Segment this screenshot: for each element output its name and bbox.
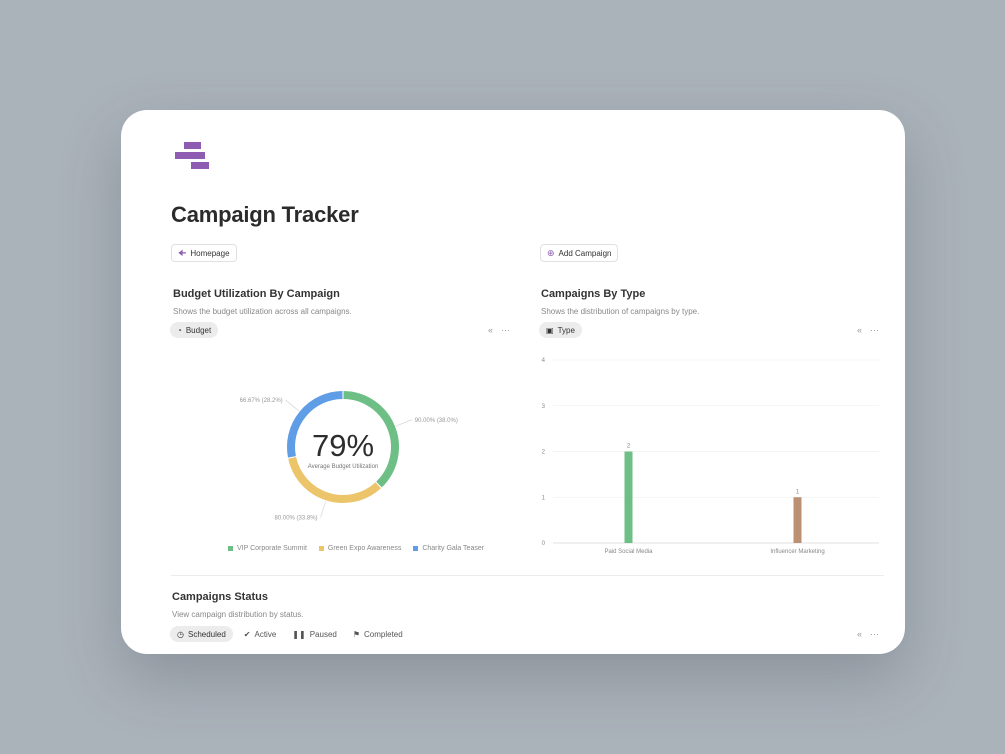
- clock-icon: ◷: [177, 629, 184, 639]
- legend-swatch: [318, 546, 324, 551]
- types-chart-toolbar: « ···: [857, 325, 879, 335]
- y-tick-label: 2: [542, 450, 546, 456]
- tab-paused[interactable]: ❚❚ Paused: [287, 626, 342, 642]
- donut-center-label: Average Budget Utilization: [308, 464, 379, 470]
- status-toolbar: « ···: [857, 629, 879, 639]
- bar-value-label: 1: [796, 489, 800, 495]
- tab-scheduled-label: Scheduled: [187, 629, 226, 639]
- x-tick-label: Influencer Marketing: [770, 549, 824, 555]
- donut-data-label: 66.67% (28.2%): [240, 398, 283, 404]
- homepage-button-label: Homepage: [190, 248, 230, 258]
- more-options-icon[interactable]: ···: [870, 629, 880, 639]
- donut-center-value: 79%: [312, 428, 374, 463]
- add-campaign-button[interactable]: ⊕ Add Campaign: [540, 244, 619, 262]
- tab-completed-label: Completed: [364, 629, 403, 639]
- arrow-left-icon: 🠈: [178, 247, 187, 258]
- budget-chart-toolbar: « ···: [488, 325, 510, 335]
- y-tick-label: 1: [542, 495, 546, 501]
- bar-value-label: 2: [627, 444, 631, 450]
- legend-item[interactable]: Green Expo Awareness: [318, 545, 402, 552]
- y-tick-label: 0: [542, 541, 546, 547]
- legend-item[interactable]: Charity Gala Teaser: [413, 545, 484, 552]
- legend-label: VIP Corporate Summit: [237, 545, 307, 552]
- bar[interactable]: [624, 451, 633, 544]
- donut-data-label: 90.00% (38.0%): [415, 418, 458, 424]
- budget-chart-legend: VIP Corporate Summit Green Expo Awareness…: [228, 545, 484, 552]
- bar[interactable]: [793, 497, 802, 543]
- tab-completed[interactable]: ⚑ Completed: [348, 626, 408, 642]
- briefcase-icon: ▣: [546, 325, 554, 335]
- tab-paused-label: Paused: [309, 629, 337, 639]
- dashboard-card: Campaign Tracker 🠈 Homepage ⊕ Add Campai…: [121, 110, 905, 654]
- legend-label: Green Expo Awareness: [327, 545, 402, 552]
- add-campaign-button-label: Add Campaign: [558, 248, 612, 258]
- budget-section-description: Shows the budget utilization across all …: [173, 307, 352, 316]
- more-options-icon[interactable]: ···: [870, 325, 880, 335]
- x-tick-label: Paid Social Media: [604, 549, 653, 555]
- collapse-icon[interactable]: «: [857, 325, 863, 335]
- tab-scheduled[interactable]: ◷ Scheduled: [170, 626, 233, 642]
- status-tabs: ◷ Scheduled ✔ Active ❚❚ Paused ⚑ Complet…: [170, 626, 408, 642]
- legend-item[interactable]: VIP Corporate Summit: [228, 545, 307, 552]
- donut-leader-line: [395, 419, 412, 427]
- types-section-title: Campaigns By Type: [541, 288, 646, 300]
- status-section-description: View campaign distribution by status.: [172, 610, 304, 619]
- y-tick-label: 4: [542, 358, 546, 364]
- collapse-icon[interactable]: «: [857, 629, 863, 639]
- donut-slice[interactable]: [343, 391, 399, 488]
- donut-data-label: 80.00% (33.8%): [275, 516, 318, 522]
- pie-chart-icon: ◔: [177, 325, 182, 335]
- types-section-description: Shows the distribution of campaigns by t…: [541, 307, 700, 316]
- check-circle-icon: ✔: [243, 629, 251, 639]
- budget-donut-chart: 79% Average Budget Utilization 90.00% (3…: [240, 391, 458, 522]
- budget-filter-chip[interactable]: ◔ Budget: [170, 322, 219, 338]
- campaigns-by-type-bar-chart: 0 1 2 3 4 2 Paid Social Media 1 Influencer Marke…: [542, 358, 879, 555]
- legend-label: Charity Gala Teaser: [422, 545, 485, 552]
- budget-section-title: Budget Utilization By Campaign: [173, 288, 340, 300]
- page-title: Campaign Tracker: [171, 202, 359, 227]
- flag-icon: ⚑: [352, 629, 361, 639]
- status-section-title: Campaigns Status: [172, 591, 268, 603]
- homepage-button[interactable]: 🠈 Homepage: [171, 244, 237, 262]
- donut-slice[interactable]: [287, 391, 343, 458]
- budget-filter-label: Budget: [185, 325, 212, 335]
- donut-slice[interactable]: [288, 456, 381, 503]
- type-filter-chip[interactable]: ▣ Type: [539, 322, 582, 338]
- donut-leader-line: [320, 501, 327, 518]
- type-filter-label: Type: [557, 325, 575, 335]
- collapse-icon[interactable]: «: [488, 325, 494, 335]
- tab-active[interactable]: ✔ Active: [239, 626, 282, 642]
- more-options-icon[interactable]: ···: [501, 325, 511, 335]
- section-divider: [171, 575, 884, 576]
- donut-leader-line: [285, 399, 300, 412]
- legend-swatch: [413, 546, 419, 551]
- tab-active-label: Active: [254, 629, 277, 639]
- legend-swatch: [228, 546, 233, 551]
- plus-circle-icon: ⊕: [547, 247, 555, 258]
- pause-icon: ❚❚: [292, 629, 306, 639]
- brand-logo-icon: [175, 142, 211, 172]
- y-tick-label: 3: [542, 404, 546, 410]
